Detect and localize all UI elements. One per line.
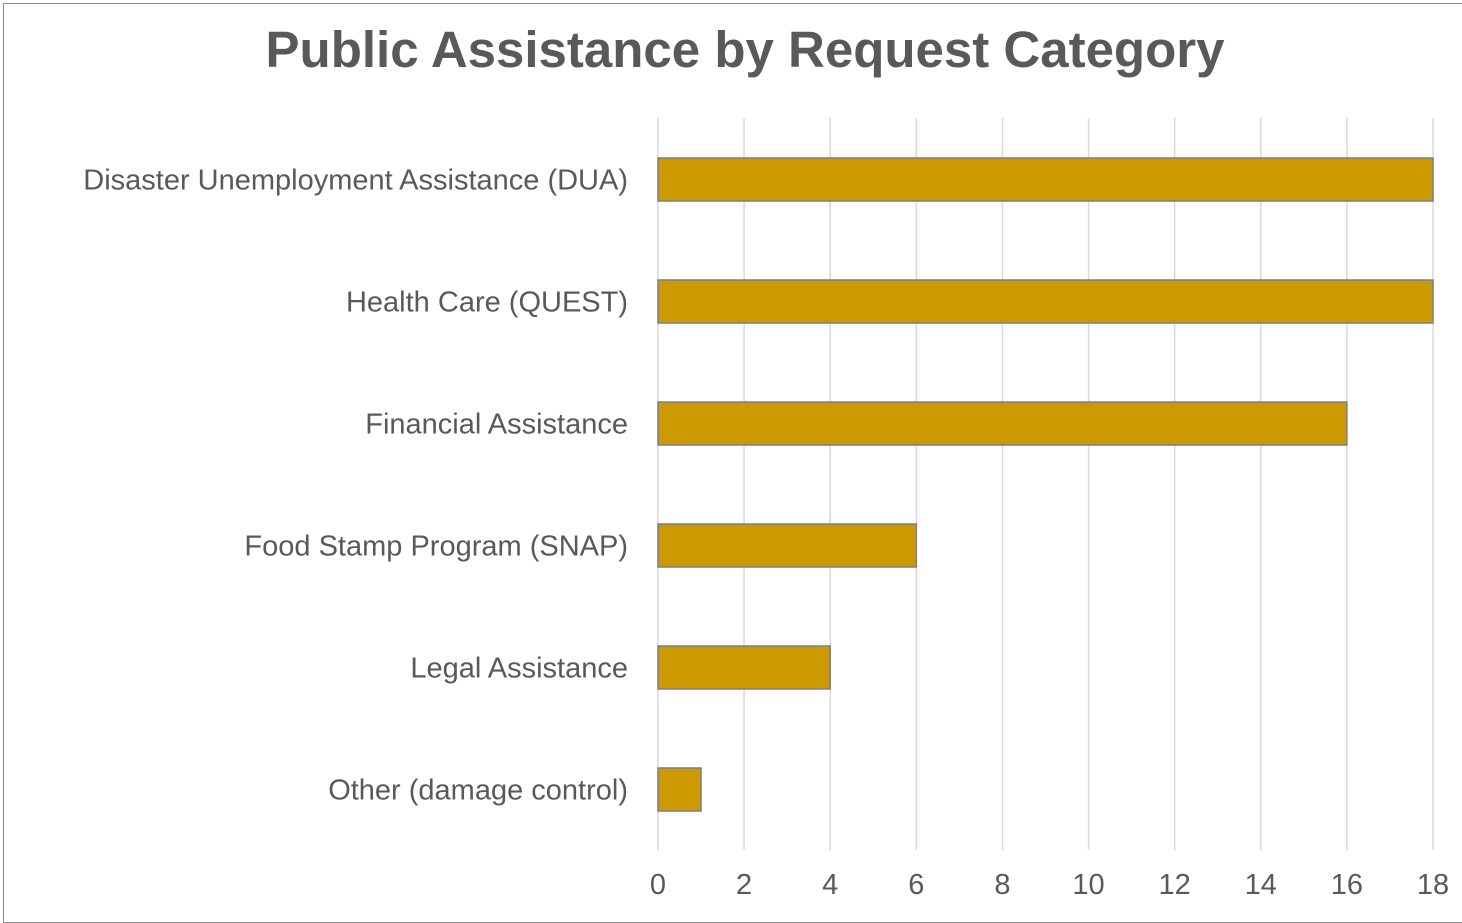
chart-title: Public Assistance by Request Category	[265, 21, 1225, 78]
bar	[657, 401, 1348, 446]
x-tick-labels: 0 2 4 6 8 10 12 14 16 18	[650, 869, 1449, 901]
x-tick-label: 10	[1072, 869, 1104, 901]
category-label: Disaster Unemployment Assistance (DUA)	[83, 165, 628, 197]
category-labels: Disaster Unemployment Assistance (DUA) He…	[83, 165, 628, 807]
x-tick-label: 0	[650, 869, 666, 901]
category-label: Other (damage control)	[328, 775, 628, 807]
x-tick-label: 6	[908, 869, 924, 901]
bar	[657, 523, 918, 568]
chart-frame	[3, 3, 1462, 923]
gridlines	[657, 118, 1434, 850]
category-label: Food Stamp Program (SNAP)	[244, 531, 628, 563]
x-tick-label: 14	[1245, 869, 1277, 901]
category-label: Legal Assistance	[410, 653, 628, 685]
x-tick-label: 12	[1159, 869, 1191, 901]
bar	[657, 279, 1434, 324]
x-tick-label: 4	[822, 869, 838, 901]
category-label: Health Care (QUEST)	[346, 287, 628, 319]
x-tick-label: 16	[1331, 869, 1363, 901]
bar	[657, 157, 1434, 202]
x-tick-label: 18	[1417, 869, 1449, 901]
bar	[657, 645, 831, 690]
bars	[657, 157, 1434, 812]
bar	[657, 767, 702, 812]
x-tick-label: 8	[994, 869, 1010, 901]
category-label: Financial Assistance	[365, 409, 628, 441]
x-tick-label: 2	[736, 869, 752, 901]
